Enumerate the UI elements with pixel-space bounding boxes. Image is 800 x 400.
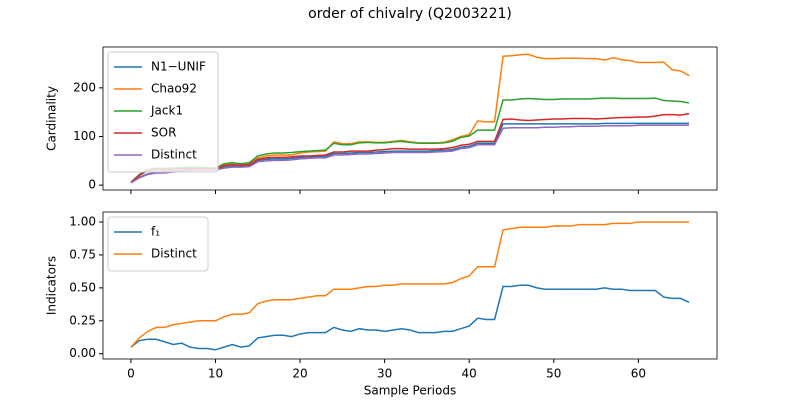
y-tick-label: 0.75 bbox=[69, 247, 96, 261]
x-tick-label: 50 bbox=[546, 367, 561, 381]
series-line bbox=[130, 122, 690, 184]
y-axis-label: Indicators bbox=[45, 256, 59, 315]
figure-title: order of chivalry (Q2003221) bbox=[308, 6, 512, 22]
x-tick-label: 30 bbox=[377, 367, 392, 381]
legend-label: Chao92 bbox=[151, 82, 197, 96]
series-line bbox=[130, 97, 690, 183]
legend-label: f₁ bbox=[151, 225, 160, 239]
y-tick-label: 0.50 bbox=[69, 280, 96, 294]
legend-box bbox=[107, 51, 219, 173]
series-line bbox=[130, 221, 690, 348]
series-line bbox=[130, 124, 690, 184]
legend-label: Distinct bbox=[151, 247, 197, 261]
legend-label: Jack1 bbox=[150, 104, 183, 118]
y-tick-label: 1.00 bbox=[69, 215, 96, 229]
plot-frame bbox=[102, 46, 718, 191]
series-line bbox=[130, 112, 690, 183]
series-line bbox=[130, 284, 690, 351]
x-tick-label: 60 bbox=[631, 367, 646, 381]
y-tick-label: 0.25 bbox=[69, 313, 96, 327]
y-tick-label: 200 bbox=[73, 80, 96, 94]
y-axis-label: Cardinality bbox=[45, 86, 59, 151]
y-tick-label: 0.00 bbox=[69, 346, 96, 360]
x-tick-label: 0 bbox=[127, 367, 135, 381]
x-tick-label: 40 bbox=[462, 367, 477, 381]
legend-label: Distinct bbox=[151, 148, 197, 162]
x-tick-label: 20 bbox=[292, 367, 307, 381]
legend-box bbox=[107, 216, 209, 272]
legend-label: SOR bbox=[151, 126, 176, 140]
y-tick-label: 0 bbox=[88, 178, 96, 192]
x-tick-label: 10 bbox=[208, 367, 223, 381]
x-axis-label: Sample Periods bbox=[364, 384, 456, 398]
y-tick-label: 100 bbox=[73, 129, 96, 143]
legend-label: N1−UNIF bbox=[151, 60, 206, 74]
plot-frame bbox=[102, 211, 718, 360]
